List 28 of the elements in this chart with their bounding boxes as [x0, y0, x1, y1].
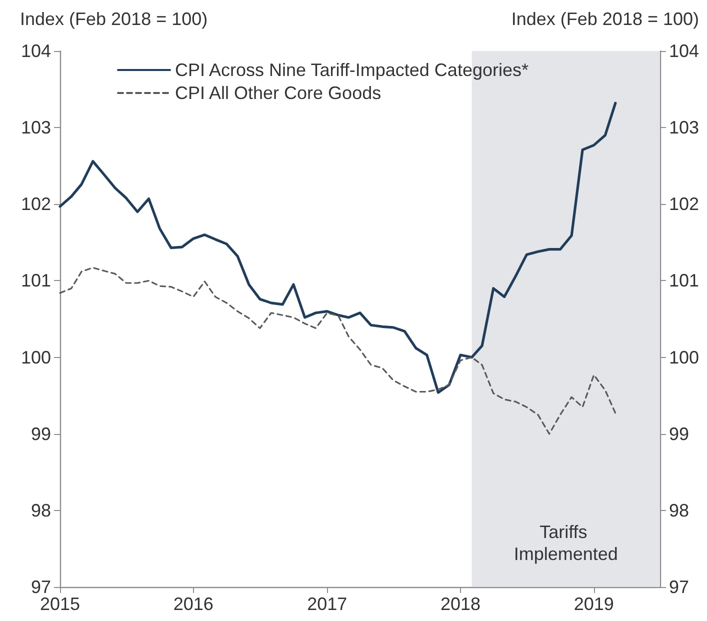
- x-tick-label: 2018: [440, 594, 481, 614]
- y-axis-title: Index (Feb 2018 = 100): [20, 9, 208, 29]
- y2-axis-title: Index (Feb 2018 = 100): [511, 9, 700, 29]
- y-tick-label: 99: [30, 424, 51, 444]
- x-tick-label: 2016: [173, 594, 214, 614]
- y2-tick-label: 98: [669, 500, 690, 520]
- y2-tick-label: 97: [669, 577, 690, 597]
- y-tick-label: 97: [30, 577, 51, 597]
- legend-label: CPI All Other Core Goods: [175, 83, 382, 103]
- y2-tick-label: 99: [669, 424, 690, 444]
- x-tick-label: 2017: [307, 594, 348, 614]
- y2-tick-label: 101: [669, 270, 700, 291]
- y2-tick-label: 102: [669, 194, 700, 214]
- legend-label: CPI Across Nine Tariff-Impacted Categories*: [175, 60, 528, 80]
- y-tick-label: 104: [20, 41, 51, 61]
- y-tick-label: 102: [20, 194, 51, 214]
- x-tick-label: 2015: [40, 594, 80, 614]
- line-series: [59, 266, 616, 435]
- x-tick-label: 2019: [574, 594, 614, 614]
- y2-tick-label: 103: [669, 118, 700, 138]
- y2-tick-label: 100: [669, 347, 700, 368]
- line-series: [58, 102, 617, 394]
- y-tick-label: 103: [20, 118, 51, 138]
- y2-tick-label: 104: [669, 41, 700, 61]
- band-label: Tariffs Implemented: [514, 522, 618, 564]
- y-tick-label: 101: [20, 270, 51, 291]
- y-tick-label: 100: [20, 347, 51, 368]
- y-tick-label: 98: [30, 500, 51, 520]
